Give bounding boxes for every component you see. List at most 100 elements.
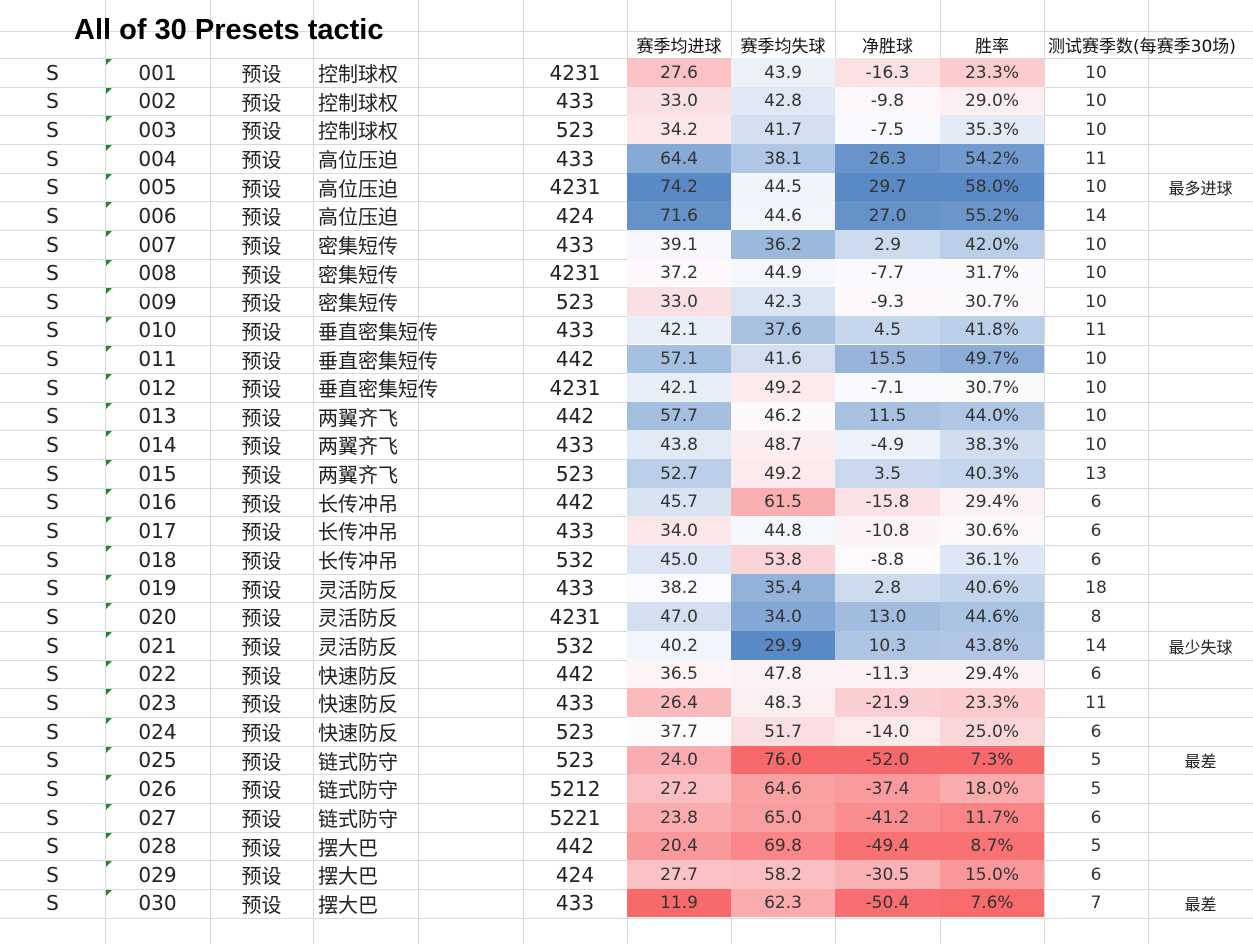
goal-diff-cell[interactable]: 4.5 xyxy=(835,316,940,344)
win-rate-cell[interactable]: 11.7% xyxy=(940,803,1044,832)
id-cell[interactable]: 023 xyxy=(138,690,177,715)
type-cell[interactable]: 预设 xyxy=(241,262,282,287)
formation-cell[interactable]: 4231 xyxy=(549,261,601,285)
type-cell[interactable]: 预设 xyxy=(241,148,282,172)
goals-for-cell[interactable]: 42.1 xyxy=(627,316,731,344)
seasons-cell[interactable]: 6 xyxy=(1090,864,1102,885)
goals-against-cell[interactable]: 41.6 xyxy=(731,345,835,373)
seasons-cell[interactable]: 6 xyxy=(1090,520,1102,541)
tactic-name-cell[interactable]: 两翼齐飞 xyxy=(318,463,398,487)
type-cell[interactable]: 预设 xyxy=(241,62,282,86)
type-cell[interactable]: 预设 xyxy=(241,377,282,401)
goals-against-cell[interactable]: 42.3 xyxy=(731,287,835,316)
goal-diff-cell[interactable]: 2.8 xyxy=(835,574,940,602)
seasons-cell[interactable]: 6 xyxy=(1090,492,1102,512)
goals-against-cell[interactable]: 65.0 xyxy=(731,803,835,832)
tactic-name-cell[interactable]: 摆大巴 xyxy=(318,892,378,917)
note-cell[interactable] xyxy=(1148,516,1253,545)
goals-against-cell[interactable]: 46.2 xyxy=(731,402,835,430)
goals-for-cell[interactable]: 40.2 xyxy=(627,631,731,660)
note-cell[interactable]: 最少失球 xyxy=(1168,637,1233,657)
type-cell[interactable]: 预设 xyxy=(241,635,282,659)
tactic-name-cell[interactable]: 快速防反 xyxy=(318,692,398,716)
formation-cell[interactable]: 4231 xyxy=(549,60,601,85)
seasons-cell[interactable]: 8 xyxy=(1090,606,1102,627)
type-cell[interactable]: 预设 xyxy=(241,892,282,917)
seasons-cell[interactable]: 18 xyxy=(1085,578,1107,598)
note-cell[interactable] xyxy=(1148,803,1253,832)
id-cell[interactable]: 014 xyxy=(138,432,177,457)
goals-for-cell[interactable]: 45.0 xyxy=(627,545,731,574)
win-rate-cell[interactable]: 36.1% xyxy=(940,545,1044,574)
seasons-cell[interactable]: 10 xyxy=(1085,349,1107,369)
goals-against-cell[interactable]: 43.9 xyxy=(731,58,835,87)
type-cell[interactable]: 预设 xyxy=(241,176,282,201)
id-cell[interactable]: 024 xyxy=(138,719,177,744)
tactic-name-cell[interactable]: 高位压迫 xyxy=(318,205,398,229)
tactic-name-cell[interactable]: 链式防守 xyxy=(318,749,398,774)
seasons-cell[interactable]: 10 xyxy=(1085,263,1107,283)
grade-cell[interactable]: S xyxy=(46,604,59,629)
goal-diff-cell[interactable]: -8.8 xyxy=(835,545,940,574)
win-rate-cell[interactable]: 18.0% xyxy=(940,774,1044,803)
goal-diff-cell[interactable]: 27.0 xyxy=(835,201,940,230)
id-cell[interactable]: 011 xyxy=(138,347,177,371)
tactic-name-cell[interactable]: 长传冲吊 xyxy=(318,491,398,516)
win-rate-cell[interactable]: 30.6% xyxy=(940,516,1044,545)
win-rate-cell[interactable]: 29.0% xyxy=(940,87,1044,115)
grade-cell[interactable]: S xyxy=(46,490,59,514)
type-cell[interactable]: 预设 xyxy=(241,434,282,458)
goals-for-cell[interactable]: 71.6 xyxy=(627,201,731,230)
note-cell[interactable] xyxy=(1148,717,1253,746)
note-cell[interactable] xyxy=(1148,660,1253,688)
seasons-cell[interactable]: 10 xyxy=(1085,62,1107,83)
tactic-name-cell[interactable]: 控制球权 xyxy=(318,119,398,143)
seasons-cell[interactable]: 13 xyxy=(1085,463,1107,484)
grade-cell[interactable]: S xyxy=(46,547,59,572)
seasons-cell[interactable]: 6 xyxy=(1090,807,1102,828)
goal-diff-cell[interactable]: 11.5 xyxy=(835,402,940,430)
type-cell[interactable]: 预设 xyxy=(241,520,282,544)
goals-for-cell[interactable]: 34.2 xyxy=(627,115,731,144)
formation-cell[interactable]: 433 xyxy=(555,232,595,257)
goals-for-cell[interactable]: 37.2 xyxy=(627,259,731,287)
seasons-cell[interactable]: 14 xyxy=(1085,635,1107,656)
type-cell[interactable]: 预设 xyxy=(241,549,282,573)
note-cell[interactable] xyxy=(1148,345,1253,373)
note-cell[interactable] xyxy=(1148,574,1253,602)
header-goals-for[interactable]: 赛季均进球 xyxy=(636,37,722,57)
formation-cell[interactable]: 442 xyxy=(555,490,595,514)
goal-diff-cell[interactable]: -9.8 xyxy=(835,87,940,115)
formation-cell[interactable]: 4231 xyxy=(549,375,601,400)
note-cell[interactable] xyxy=(1148,488,1253,516)
seasons-cell[interactable]: 10 xyxy=(1085,377,1107,398)
goal-diff-cell[interactable]: -9.3 xyxy=(835,287,940,316)
goal-diff-cell[interactable]: 29.7 xyxy=(835,173,940,201)
goals-for-cell[interactable]: 39.1 xyxy=(627,230,731,259)
id-cell[interactable]: 028 xyxy=(138,834,177,858)
grade-cell[interactable]: S xyxy=(46,146,59,171)
goals-for-cell[interactable]: 20.4 xyxy=(627,832,731,860)
goal-diff-cell[interactable]: -37.4 xyxy=(835,774,940,803)
tactic-name-cell[interactable]: 密集短传 xyxy=(318,291,398,315)
tactic-name-cell[interactable]: 链式防守 xyxy=(318,807,398,831)
note-cell[interactable] xyxy=(1148,602,1253,631)
goals-against-cell[interactable]: 62.3 xyxy=(731,889,835,917)
goal-diff-cell[interactable]: 2.9 xyxy=(835,230,940,259)
win-rate-cell[interactable]: 38.3% xyxy=(940,430,1044,459)
id-cell[interactable]: 015 xyxy=(138,461,177,486)
seasons-cell[interactable]: 10 xyxy=(1085,119,1107,140)
win-rate-cell[interactable]: 44.6% xyxy=(940,602,1044,631)
id-cell[interactable]: 027 xyxy=(138,805,177,830)
formation-cell[interactable]: 433 xyxy=(555,432,595,457)
win-rate-cell[interactable]: 55.2% xyxy=(940,201,1044,230)
goals-for-cell[interactable]: 42.1 xyxy=(627,373,731,402)
goal-diff-cell[interactable]: -7.7 xyxy=(835,259,940,287)
type-cell[interactable]: 预设 xyxy=(241,90,282,115)
note-cell[interactable] xyxy=(1148,430,1253,459)
goal-diff-cell[interactable]: -30.5 xyxy=(835,860,940,889)
formation-cell[interactable]: 4231 xyxy=(549,604,601,629)
seasons-cell[interactable]: 10 xyxy=(1085,291,1107,312)
goal-diff-cell[interactable]: -49.4 xyxy=(835,832,940,860)
seasons-cell[interactable]: 10 xyxy=(1085,91,1107,111)
